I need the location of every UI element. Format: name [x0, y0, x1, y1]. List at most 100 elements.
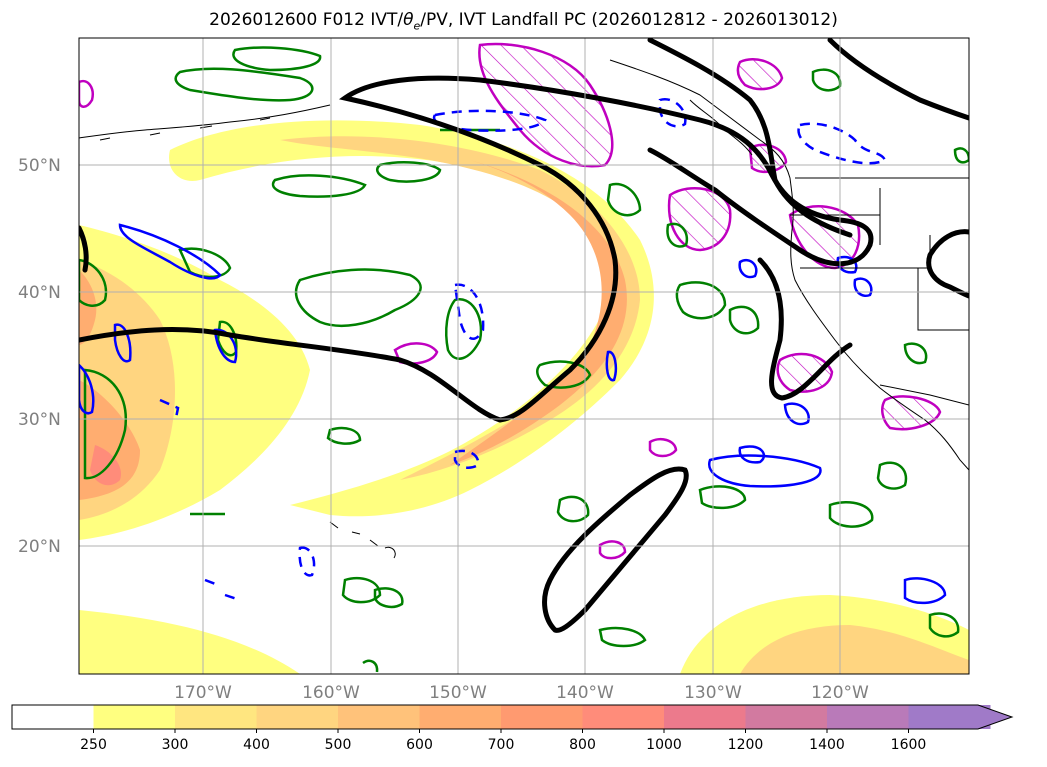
streamline-coast: [647, 38, 853, 401]
map-title: 2026012600 F012 IVT/θe/PV, IVT Landfall …: [0, 10, 1047, 32]
pv-contour: [876, 461, 908, 490]
theta-contour: [658, 97, 687, 128]
colorbar-segment: [256, 705, 339, 729]
streamline-west-tip: [79, 225, 89, 273]
lat-label-30n: 30°N: [18, 410, 61, 430]
colorbar-tick-label: 1200: [728, 737, 764, 753]
theta-contour: [783, 402, 810, 426]
ivt-southeast-mid: [740, 625, 969, 674]
colorbar-tick-label: 1600: [891, 737, 927, 753]
pv-contour: [373, 587, 404, 609]
theta-contour: [79, 363, 95, 415]
coastline-alaska: [79, 104, 331, 139]
hawaii-islands: [329, 521, 396, 559]
theta-contour: [738, 445, 766, 464]
landfall-region-10: [648, 438, 678, 458]
colorbar: 250 300 400 500 600 700 800 1000 1200 1400 1600: [11, 704, 1014, 753]
colorbar-segment: [419, 705, 502, 729]
pv-contour: [666, 222, 689, 248]
pv-contour: [728, 305, 760, 335]
theta-contour: [118, 223, 222, 280]
landfall-region-9: [598, 540, 627, 560]
lon-label-160w: 160°W: [302, 683, 360, 703]
colorbar-tick-label: 600: [406, 737, 433, 753]
ivt-shading: [79, 120, 969, 674]
theta-contour: [853, 277, 873, 297]
border-state-2: [800, 235, 931, 269]
pv-contour: [903, 342, 928, 365]
theta-e-contours: [79, 97, 947, 605]
coastline-bc-islands: [689, 99, 753, 156]
ivt-band-high: [450, 160, 627, 465]
pv-contour: [445, 297, 483, 360]
lat-label-20n: 20°N: [18, 537, 61, 557]
pv-contour: [698, 485, 747, 510]
gridlines: [79, 38, 969, 674]
colorbar-tick-label: 400: [243, 737, 270, 753]
colorbar-tick-label: 700: [488, 737, 515, 753]
landfall-region-2: [667, 187, 732, 252]
pv-contour: [174, 67, 314, 102]
coastlines: [79, 59, 969, 559]
pv-contour: [675, 281, 727, 320]
pv-contour: [606, 182, 642, 217]
streamline-loop: [542, 466, 689, 633]
streamlines: [79, 38, 969, 633]
coastline-west-canada: [609, 59, 969, 471]
colorbar-tick-label: 800: [569, 737, 596, 753]
aleutian-islands: [99, 117, 271, 141]
pv-contour: [83, 368, 128, 480]
lon-label-130w: 130°W: [684, 683, 742, 703]
ivt-west-edge: [79, 270, 97, 345]
landfall-region-5: [736, 58, 784, 91]
lat-label-50n: 50°N: [18, 156, 61, 176]
pv-contour: [536, 360, 592, 389]
colorbar-segment: [582, 705, 665, 729]
theta-contour: [903, 577, 947, 605]
streamline-north: [827, 38, 969, 121]
theta-contour: [605, 350, 617, 382]
lon-label-170w: 170°W: [174, 683, 232, 703]
lon-label-120w: 120°W: [811, 683, 869, 703]
colorbar-tick-label: 250: [80, 737, 107, 753]
pv-contour: [326, 426, 362, 445]
map-content: [79, 38, 969, 674]
colorbar-segment: [338, 705, 420, 729]
title-theta-subscript: e: [413, 19, 421, 33]
colorbar-tick-label: 500: [325, 737, 352, 753]
lon-label-150w: 150°W: [429, 683, 487, 703]
pv-contour: [271, 174, 367, 198]
pv-contour: [232, 46, 322, 72]
pv-contour: [362, 659, 379, 673]
colorbar-extend-arrow: [908, 705, 1012, 729]
colorbar-segment: [827, 705, 909, 729]
pv-contour: [341, 576, 382, 604]
colorbar-outline: [11, 704, 1014, 730]
colorbar-segment: [664, 705, 746, 729]
pv-contour: [828, 501, 874, 528]
theta-contour: [453, 283, 485, 340]
colorbar-tick-label: 300: [162, 737, 189, 753]
pv-contour: [953, 147, 969, 164]
map-frame: [78, 37, 970, 675]
title-suffix: /PV, IVT Landfall PC (2026012812 - 20260…: [420, 10, 838, 30]
pv-contour: [928, 612, 960, 638]
border-state-3: [879, 188, 969, 331]
theta-contour: [204, 578, 241, 602]
streamline-main: [79, 75, 874, 423]
streamline-east: [926, 229, 969, 299]
border-mexico: [879, 384, 969, 406]
colorbar-tick-label: 1000: [646, 737, 682, 753]
colorbar-segment: [501, 705, 583, 729]
pv-contour: [294, 268, 422, 328]
colorbar-tick-label: 1400: [809, 737, 845, 753]
landfall-region-4: [776, 352, 834, 393]
colorbar-segment: [175, 705, 257, 729]
title-prefix: 2026012600 F012 IVT/: [209, 10, 404, 30]
pv-contour: [79, 258, 108, 307]
ivt-south-light: [79, 610, 300, 674]
pv-contour: [376, 161, 442, 183]
colorbar-segment: [12, 705, 94, 729]
theta-contour: [708, 454, 822, 488]
